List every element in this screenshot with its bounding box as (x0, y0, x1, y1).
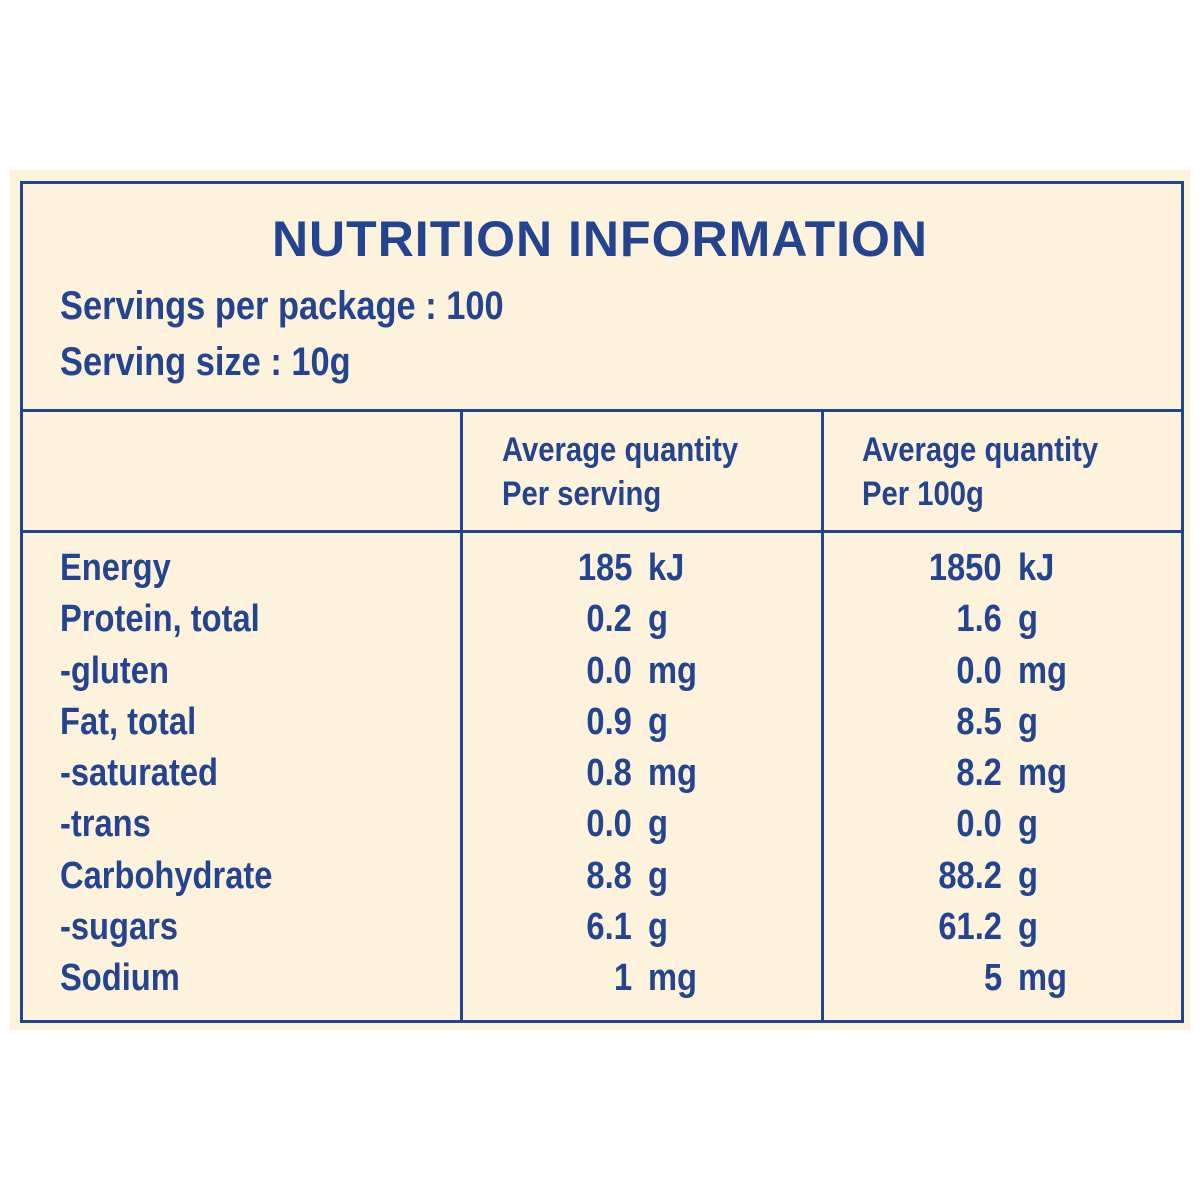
per-100g-unit: g (1018, 598, 1038, 641)
nutrient-name: -sugars (60, 906, 179, 949)
nutrient-name: -saturated (60, 752, 218, 795)
nutrient-name: -gluten (60, 649, 169, 692)
per-serving-unit: mg (648, 649, 698, 692)
per-serving-unit: g (648, 598, 668, 641)
nutrient-name: Energy (60, 547, 171, 589)
per-serving-value: 185 (577, 547, 632, 589)
nutrition-panel (20, 181, 1184, 1023)
table-row: -saturated 0.8 mg 8.2 mg (0, 752, 1200, 803)
table-row: -trans 0.0 g 0.0 g (0, 803, 1200, 854)
per-serving-unit: g (648, 700, 668, 743)
per-100g-value: 1.6 (956, 598, 1002, 641)
per-serving-unit: g (648, 906, 668, 949)
column-header-line: Per 100g (862, 475, 984, 513)
nutrient-table: Energy 185 kJ 1850 kJ Protein, total 0.2… (0, 547, 1200, 1009)
nutrient-name: Fat, total (60, 700, 197, 743)
servings-per-package: Servings per package : 100 (60, 284, 504, 328)
per-serving-value: 0.0 (586, 803, 632, 846)
per-100g-value: 1850 (929, 547, 1002, 589)
panel-title: NUTRITION INFORMATION (271, 211, 929, 267)
column-header-divider (20, 530, 1184, 533)
nutrient-name: Sodium (60, 957, 180, 1000)
per-serving-value: 8.8 (586, 854, 632, 897)
per-100g-value: 61.2 (938, 906, 1002, 949)
per-100g-unit: mg (1018, 649, 1068, 692)
per-100g-unit: mg (1018, 752, 1068, 795)
per-100g-value: 8.5 (956, 700, 1002, 743)
nutrient-name: -trans (60, 803, 151, 846)
table-row: -sugars 6.1 g 61.2 g (0, 906, 1200, 957)
per-100g-unit: g (1018, 906, 1038, 949)
per-serving-unit: mg (648, 957, 698, 1000)
per-serving-value: 1 (613, 957, 632, 1000)
label-background (10, 170, 1190, 1030)
table-row: Fat, total 0.9 g 8.5 g (0, 701, 1200, 752)
table-row: -gluten 0.0 mg 0.0 mg (0, 650, 1200, 701)
per-100g-unit: g (1018, 854, 1038, 897)
serving-size: Serving size : 10g (60, 340, 351, 384)
per-serving-unit: g (648, 854, 668, 897)
column-header-per-100g: Average quantity Per 100g (862, 428, 1098, 516)
per-serving-unit: mg (648, 752, 698, 795)
per-serving-unit: kJ (648, 547, 685, 589)
per-100g-unit: g (1018, 700, 1038, 743)
header-divider (20, 409, 1184, 412)
column-divider-1 (460, 410, 463, 1022)
column-header-line: Per serving (502, 475, 662, 513)
per-100g-value: 0.0 (956, 803, 1002, 846)
per-100g-unit: g (1018, 803, 1038, 846)
nutrient-name: Protein, total (60, 598, 260, 641)
column-header-per-serving: Average quantity Per serving (502, 428, 738, 516)
per-100g-unit: mg (1018, 957, 1068, 1000)
column-divider-2 (821, 410, 824, 1022)
column-header-line: Average quantity (862, 431, 1099, 469)
table-row: Sodium 1 mg 5 mg (0, 957, 1200, 1008)
per-serving-value: 0.8 (586, 752, 632, 795)
table-row: Carbohydrate 8.8 g 88.2 g (0, 855, 1200, 906)
column-header-line: Average quantity (502, 431, 739, 469)
per-serving-value: 0.9 (586, 700, 632, 743)
per-100g-value: 88.2 (938, 854, 1002, 897)
per-100g-value: 8.2 (956, 752, 1002, 795)
table-row: Protein, total 0.2 g 1.6 g (0, 598, 1200, 649)
per-serving-value: 0.2 (586, 598, 632, 641)
per-100g-value: 5 (983, 957, 1002, 1000)
per-serving-value: 6.1 (586, 906, 632, 949)
per-100g-unit: kJ (1018, 547, 1055, 589)
nutrient-name: Carbohydrate (60, 854, 273, 897)
per-serving-unit: g (648, 803, 668, 846)
per-100g-value: 0.0 (956, 649, 1002, 692)
table-row: Energy 185 kJ 1850 kJ (0, 547, 1200, 598)
per-serving-value: 0.0 (586, 649, 632, 692)
